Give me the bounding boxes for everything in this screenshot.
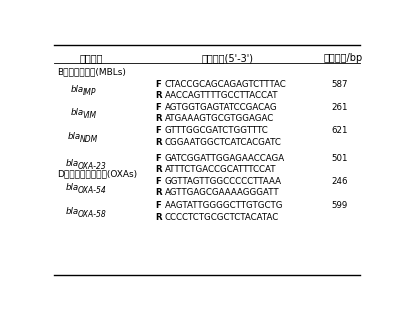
- Text: OXA-54: OXA-54: [78, 186, 106, 195]
- Text: OXA-58: OXA-58: [78, 210, 106, 219]
- Text: bla: bla: [65, 183, 79, 192]
- Text: 246: 246: [331, 177, 348, 186]
- Text: CCCCTCTGCGCTCTACATAC: CCCCTCTGCGCTCTACATAC: [165, 213, 279, 222]
- Text: R: R: [156, 114, 162, 123]
- Text: GGTTAGTTGGCCCCCTTAAA: GGTTAGTTGGCCCCCTTAAA: [165, 177, 282, 186]
- Text: R: R: [156, 165, 162, 174]
- Text: D类素卡内林酶基下(OXAs): D类素卡内林酶基下(OXAs): [57, 169, 137, 178]
- Text: bla: bla: [65, 207, 79, 216]
- Text: F: F: [156, 80, 161, 89]
- Text: AACCAGTTTTGCCTTACCAT: AACCAGTTTTGCCTTACCAT: [165, 91, 278, 100]
- Text: CTACCGCAGCAGAGTCTTTAC: CTACCGCAGCAGAGTCTTTAC: [165, 80, 286, 89]
- Text: F: F: [156, 154, 161, 163]
- Text: R: R: [156, 213, 162, 222]
- Text: F: F: [156, 103, 161, 112]
- Text: AGTTGAGCGAAAAGGGATT: AGTTGAGCGAAAAGGGATT: [165, 188, 280, 198]
- Text: AGTGGTGAGTATCCGACAG: AGTGGTGAGTATCCGACAG: [165, 103, 278, 112]
- Text: R: R: [156, 138, 162, 147]
- Text: ATTTCTGACCGCATTTCCAT: ATTTCTGACCGCATTTCCAT: [165, 165, 276, 174]
- Text: NDM: NDM: [80, 135, 98, 144]
- Text: 基因名称: 基因名称: [80, 53, 103, 63]
- Text: bla: bla: [68, 132, 81, 141]
- Text: 产物大度/bp: 产物大度/bp: [324, 53, 363, 63]
- Text: GTTTGGCGATCTGGTTTC: GTTTGGCGATCTGGTTTC: [165, 126, 269, 135]
- Text: OXA-23: OXA-23: [78, 162, 106, 171]
- Text: 587: 587: [331, 80, 348, 89]
- Text: GATCGGATTGGAGAACCAGA: GATCGGATTGGAGAACCAGA: [165, 154, 285, 163]
- Text: IMP: IMP: [83, 88, 96, 97]
- Text: 599: 599: [332, 201, 348, 210]
- Text: 621: 621: [331, 126, 348, 135]
- Text: F: F: [156, 177, 161, 186]
- Text: R: R: [156, 91, 162, 100]
- Text: R: R: [156, 188, 162, 198]
- Text: bla: bla: [65, 159, 79, 168]
- Text: 引物序列(5'-3'): 引物序列(5'-3'): [202, 53, 253, 63]
- Text: F: F: [156, 201, 161, 210]
- Text: CGGAATGGCTCATCACGATC: CGGAATGGCTCATCACGATC: [165, 138, 282, 147]
- Text: bla: bla: [71, 108, 84, 117]
- Text: B类金属酶类酶(MBLs): B类金属酶类酶(MBLs): [57, 68, 126, 77]
- Text: AAGTATTGGGGCTTGTGCTG: AAGTATTGGGGCTTGTGCTG: [165, 201, 283, 210]
- Text: ATGAAAGTGCGTGGAGAC: ATGAAAGTGCGTGGAGAC: [165, 114, 274, 123]
- Text: F: F: [156, 126, 161, 135]
- Text: 261: 261: [331, 103, 348, 112]
- Text: 501: 501: [331, 154, 348, 163]
- Text: VIM: VIM: [83, 111, 97, 120]
- Text: bla: bla: [71, 85, 84, 94]
